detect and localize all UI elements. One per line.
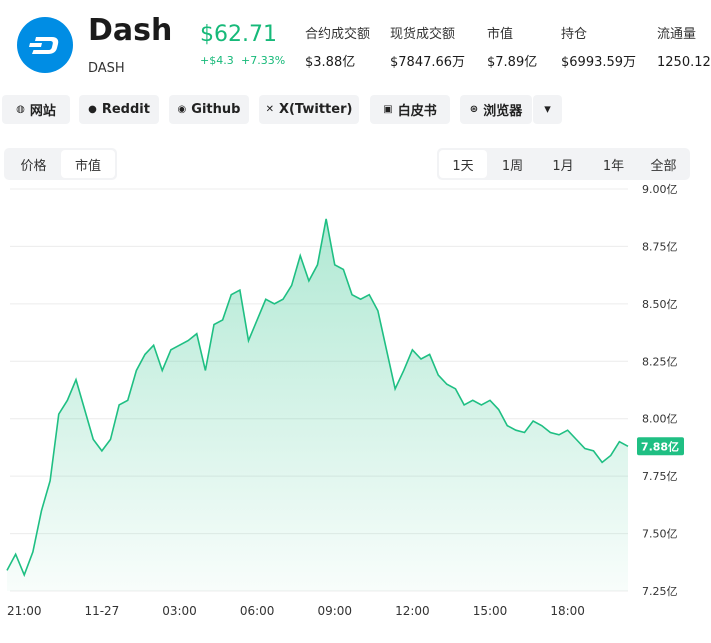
x-tick-label: 21:00: [7, 604, 42, 618]
y-tick-label: 9.00亿: [642, 183, 678, 196]
logo: [17, 17, 73, 73]
x-tick-label: 18:00: [550, 604, 585, 618]
line: [6, 218, 629, 578]
y-tick-label: 8.25亿: [642, 355, 678, 368]
link-label: Github: [191, 102, 241, 117]
tab[interactable]: 1年: [602, 158, 625, 174]
y-tick-label: 7.25亿: [642, 585, 678, 598]
price-change: +$4.3: [200, 54, 234, 67]
x-tick-label: 11-27: [84, 604, 119, 618]
link-button[interactable]: ⊛ 浏览器: [460, 95, 532, 124]
link-icon: ✕: [265, 104, 274, 115]
link-label: 浏览器: [483, 104, 523, 119]
link-icon: ▣: [383, 104, 393, 115]
chart: 7.25亿 7.50亿 7.75亿 8.00亿 8.25亿 8.50亿 8.75亿 9.00亿…: [6, 183, 684, 618]
link-button[interactable]: ✕ X(Twitter): [259, 95, 359, 124]
x-tick-label: 09:00: [317, 604, 352, 618]
stat-value: $3.88亿: [305, 55, 356, 70]
stat-label: 市值: [487, 27, 514, 42]
coin-symbol: DASH: [88, 61, 125, 76]
dropdown-button[interactable]: ▾: [533, 95, 562, 124]
stat-value: $7.89亿: [487, 55, 538, 70]
period-tabs: 1天 1周 1月 1年 全部: [437, 148, 690, 180]
price: $62.71: [200, 22, 277, 47]
link-icon: ⊛: [469, 104, 479, 115]
stat-label: 流通量: [657, 27, 697, 42]
area-fill: [7, 218, 628, 592]
y-tick-label: 8.75亿: [642, 240, 678, 253]
link-button[interactable]: ◉ Github: [169, 95, 249, 124]
stat-label: 持仓: [561, 27, 588, 42]
current-value-marker: [637, 437, 684, 456]
x-tick-label: 12:00: [395, 604, 430, 618]
x-tick-label: 15:00: [473, 604, 508, 618]
tab[interactable]: 全部: [650, 158, 677, 174]
stat-value: $6993.59万: [561, 55, 637, 70]
current-value-label: 7.88亿: [641, 439, 679, 453]
link-button[interactable]: ▣ 白皮书: [370, 95, 450, 124]
stat-value: 1250.12万: [657, 55, 711, 70]
view-tabs: 价格 市值: [4, 148, 117, 180]
link-label: 白皮书: [397, 104, 437, 119]
y-tick-label: 8.00亿: [642, 413, 678, 426]
x-tick-label: 06:00: [240, 604, 275, 618]
coin-name: Dash: [88, 13, 173, 48]
price-change-pct: +7.33%: [241, 54, 286, 67]
stat-label: 合约成交额: [305, 27, 371, 42]
link-icon: ◉: [177, 104, 187, 115]
link-label: X(Twitter): [278, 102, 353, 117]
stat-label: 现货成交额: [390, 27, 456, 42]
y-tick-label: 7.50亿: [642, 528, 678, 541]
link-button[interactable]: ◍ 网站: [2, 95, 70, 124]
y-tick-label: 8.50亿: [642, 298, 678, 311]
tab[interactable]: 1月: [552, 158, 574, 174]
x-tick-label: 03:00: [162, 604, 197, 618]
tab[interactable]: 1周: [501, 158, 524, 174]
link-label: 网站: [29, 104, 56, 119]
tab[interactable]: 市值: [61, 150, 115, 178]
tab[interactable]: 1天: [439, 150, 487, 178]
link-icon: ●: [88, 104, 97, 115]
tab[interactable]: 价格: [20, 158, 47, 174]
link-label: Reddit: [101, 102, 150, 117]
stat-value: $7847.66万: [390, 55, 466, 70]
y-tick-label: 7.75亿: [642, 470, 678, 483]
link-button[interactable]: ● Reddit: [79, 95, 159, 124]
link-icon: ◍: [16, 104, 25, 115]
